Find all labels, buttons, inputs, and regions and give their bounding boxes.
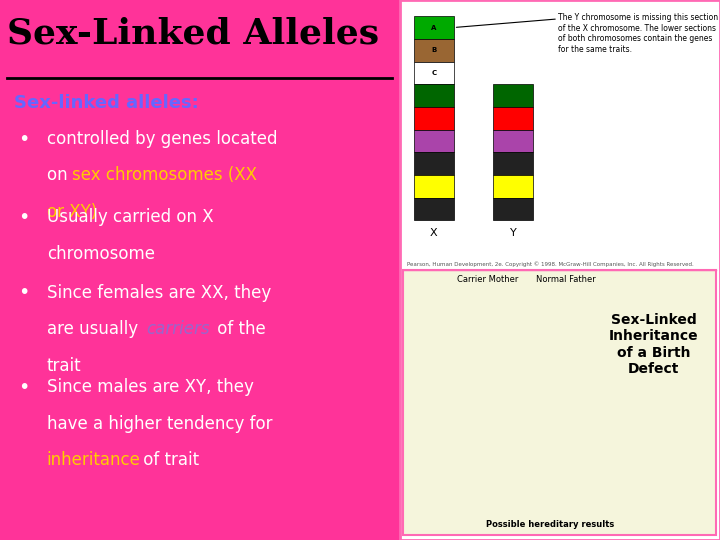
Bar bbox=[493, 175, 533, 198]
Bar bbox=[403, 270, 716, 535]
Text: are usually: are usually bbox=[47, 320, 143, 338]
Text: have a higher tendency for: have a higher tendency for bbox=[47, 415, 272, 433]
Bar bbox=[414, 84, 454, 107]
Bar bbox=[493, 152, 533, 175]
Text: •: • bbox=[18, 130, 30, 148]
Bar bbox=[414, 39, 454, 62]
Text: •: • bbox=[18, 284, 30, 302]
Text: Since females are XX, they: Since females are XX, they bbox=[47, 284, 271, 301]
Text: Sex-linked alleles:: Sex-linked alleles: bbox=[14, 94, 199, 112]
Bar bbox=[414, 130, 454, 152]
Bar bbox=[414, 16, 454, 39]
Bar bbox=[414, 62, 454, 84]
Text: trait: trait bbox=[47, 357, 81, 375]
Text: Sex-Linked
Inheritance
of a Birth
Defect: Sex-Linked Inheritance of a Birth Defect bbox=[609, 313, 698, 376]
Bar bbox=[414, 107, 454, 130]
Text: of the: of the bbox=[212, 320, 266, 338]
Bar bbox=[493, 198, 533, 220]
Text: Since males are XY, they: Since males are XY, they bbox=[47, 378, 253, 396]
Text: •: • bbox=[18, 208, 30, 227]
Text: Pearson, Human Development, 2e. Copyright © 1998. McGraw-Hill Companies, Inc. Al: Pearson, Human Development, 2e. Copyrigh… bbox=[407, 262, 694, 267]
Text: B: B bbox=[431, 47, 436, 53]
Bar bbox=[493, 130, 533, 152]
Text: on: on bbox=[47, 166, 73, 184]
Text: •: • bbox=[18, 378, 30, 397]
Bar bbox=[414, 198, 454, 220]
Text: inheritance: inheritance bbox=[47, 451, 140, 469]
Text: or XY): or XY) bbox=[47, 203, 97, 221]
Text: sex chromosomes (XX: sex chromosomes (XX bbox=[72, 166, 256, 184]
Bar bbox=[493, 107, 533, 130]
Text: C: C bbox=[431, 70, 436, 76]
Bar bbox=[400, 0, 720, 540]
Bar bbox=[414, 175, 454, 198]
Text: X: X bbox=[430, 228, 438, 239]
Text: Sex-Linked Alleles: Sex-Linked Alleles bbox=[7, 16, 379, 50]
Bar bbox=[414, 152, 454, 175]
Text: of trait: of trait bbox=[138, 451, 199, 469]
Text: Usually carried on X: Usually carried on X bbox=[47, 208, 213, 226]
Text: A: A bbox=[431, 24, 436, 31]
Text: Carrier Mother: Carrier Mother bbox=[457, 275, 518, 285]
Text: The Y chromosome is missing this section
of the X chromosome. The lower sections: The Y chromosome is missing this section… bbox=[558, 14, 718, 53]
Text: Normal Father: Normal Father bbox=[536, 275, 596, 285]
Text: carriers: carriers bbox=[146, 320, 210, 338]
Bar bbox=[493, 84, 533, 107]
Text: Y: Y bbox=[510, 228, 516, 239]
Text: Possible hereditary results: Possible hereditary results bbox=[486, 520, 615, 529]
Text: controlled by genes located: controlled by genes located bbox=[47, 130, 277, 147]
Text: chromosome: chromosome bbox=[47, 245, 155, 262]
